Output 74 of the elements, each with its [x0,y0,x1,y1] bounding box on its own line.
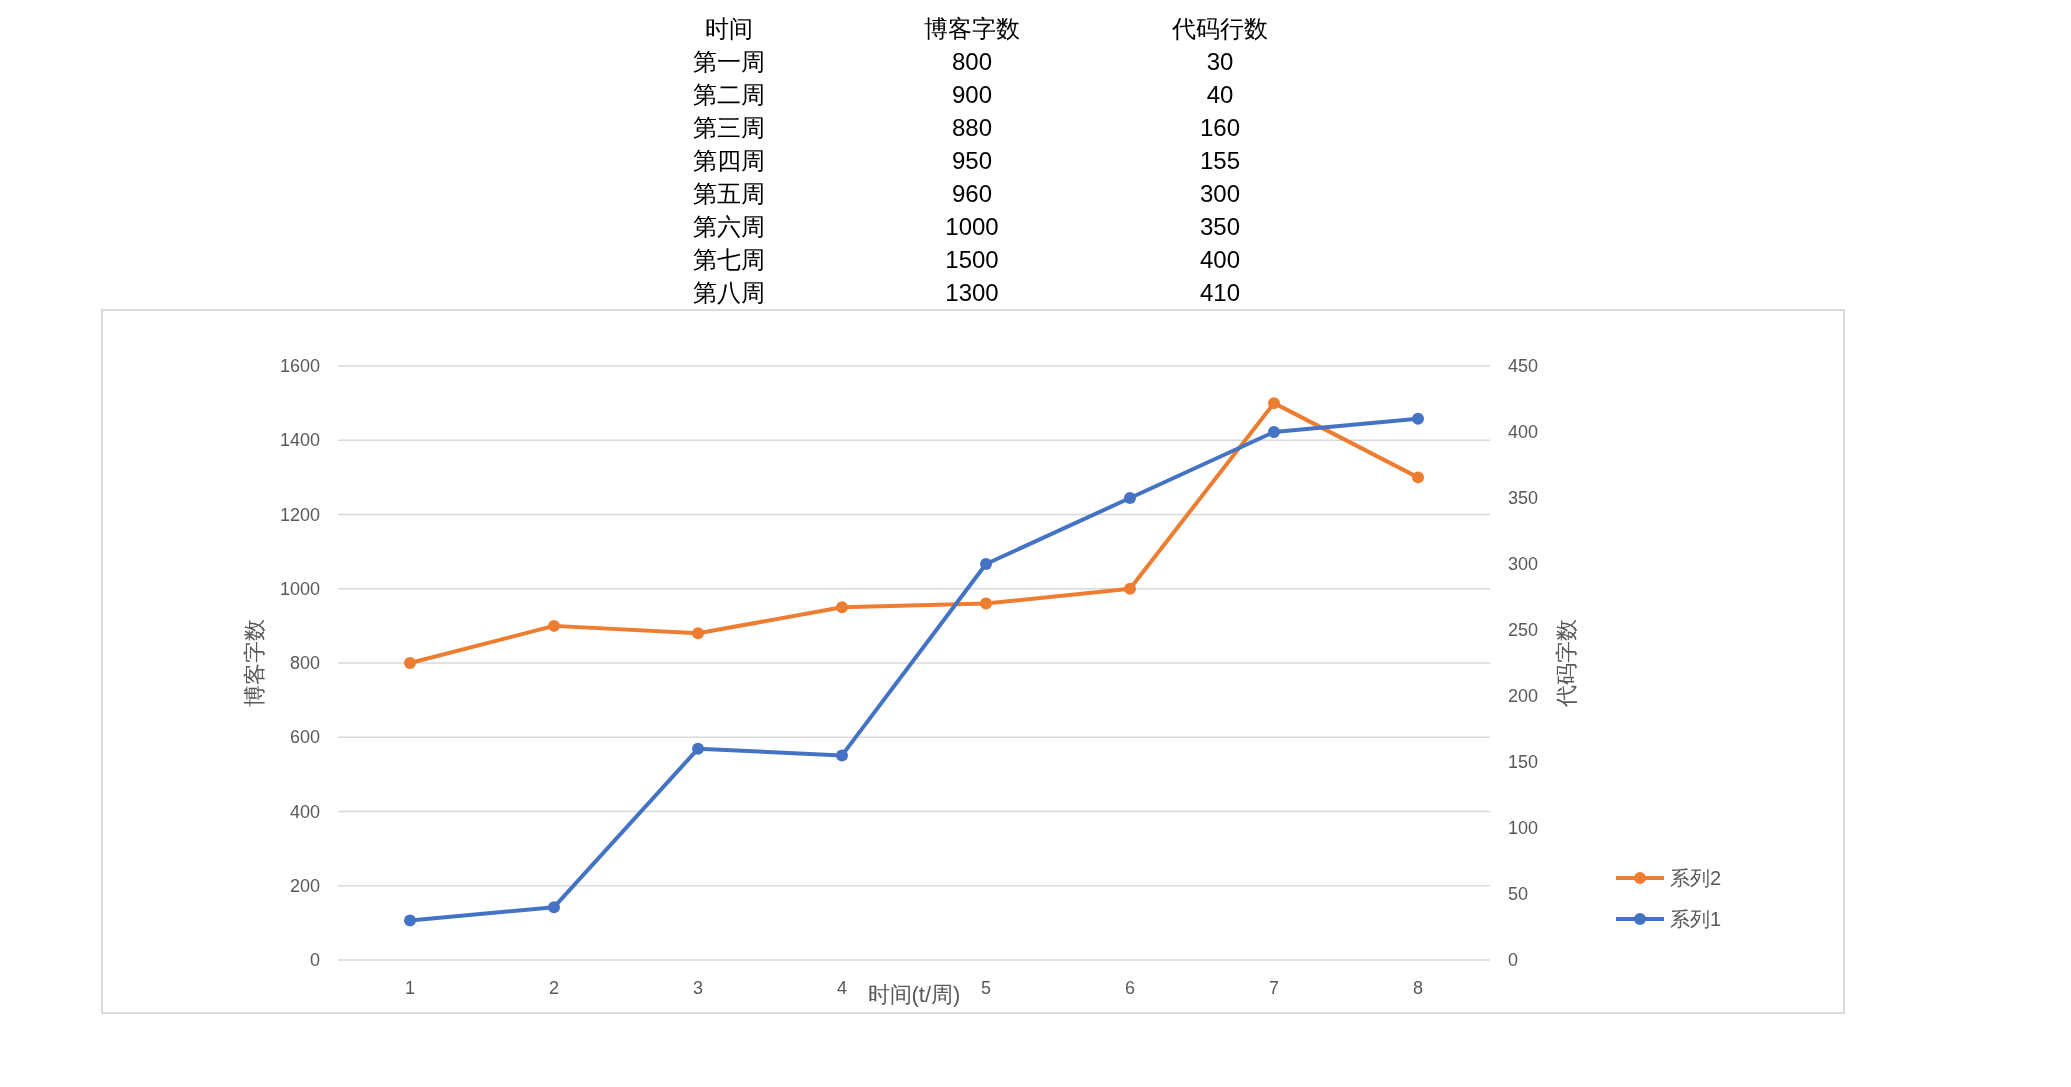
data-label: 960 [951,179,993,207]
y-tick-label: 600 [289,727,320,748]
data-label: 350 [1199,212,1241,240]
point [836,601,848,614]
data-label: 155 [1199,146,1241,174]
point [1412,412,1424,425]
point [1268,397,1280,410]
x-tick-label: 1 [404,978,416,998]
y2-tick-label: 100 [1508,818,1539,838]
legend-label: 系列2 [1670,867,1722,889]
y2-tick-label: 0 [1508,950,1519,970]
y2-tick-label: 50 [1508,884,1529,904]
y-tick-label: 第六周 [693,212,765,240]
data-label: 950 [951,146,993,174]
data-label: 1000 [945,212,999,240]
point [1412,471,1424,484]
data-label: 160 [1199,113,1241,141]
y-tick-label: 第五周 [693,179,765,207]
x-tick-label: 6 [1124,978,1136,998]
x-tick-label: 4 [836,978,848,998]
data-label: 1300 [945,278,999,306]
y2-tick-label: 450 [1508,356,1539,376]
y2-tick-label: 350 [1508,488,1539,508]
y-tick-label: 第三周 [693,113,765,141]
y-axis-title: 博客字数 [241,619,267,707]
y-tick-label: 1400 [279,430,320,451]
y2-tick-label: 400 [1508,422,1539,442]
x-tick-label: 3 [692,978,704,998]
x-tick-label: 代码行数 [1171,14,1268,42]
y-tick-label: 第二周 [693,80,765,108]
point [404,657,416,669]
y-tick-label: 1600 [279,356,320,376]
x-tick-label: 8 [1412,978,1424,998]
data-label: 900 [951,80,993,108]
y-tick-label: 1000 [279,578,320,599]
y2-tick-label: 200 [1508,686,1539,706]
point [548,619,560,632]
data-label: 880 [951,113,993,141]
point [404,914,416,927]
text: 时间 [705,14,753,42]
data-label: 410 [1199,278,1241,306]
y-tick-label: 第八周 [693,278,765,306]
point [692,742,704,755]
data-label: 1500 [945,245,999,273]
data-label: 800 [951,47,993,75]
y2-tick-label: 300 [1508,554,1539,574]
x-tick-label: 5 [980,978,992,998]
y-tick-label: 第一周 [693,47,765,75]
y-tick-label: 400 [289,801,320,822]
legend-label: 系列1 [1670,908,1722,930]
x-tick-label: 7 [1268,978,1280,998]
data-label: 400 [1199,245,1241,273]
y-tick-label: 0 [309,950,320,970]
data-label: 300 [1199,179,1241,207]
y-tick-label: 200 [289,875,320,896]
x-tick-label: 2 [548,978,560,998]
point [836,749,848,762]
point [548,901,560,914]
y-tick-label: 1200 [279,504,320,525]
point [1268,426,1280,438]
point [980,558,992,570]
point [1124,582,1136,595]
point [980,597,992,610]
point [1124,492,1136,504]
y2-tick-label: 150 [1508,752,1539,772]
y-tick-label: 第四周 [693,146,765,174]
data-label: 30 [1206,47,1234,75]
y-tick-label: 800 [289,653,320,673]
y2-axis-title: 代码字数 [1553,619,1579,708]
data-label: 40 [1206,80,1234,108]
y2-tick-label: 250 [1508,620,1539,640]
point [692,627,704,640]
y-tick-label: 第七周 [693,245,765,273]
x-axis-title: 时间(t/周) [867,981,961,1007]
